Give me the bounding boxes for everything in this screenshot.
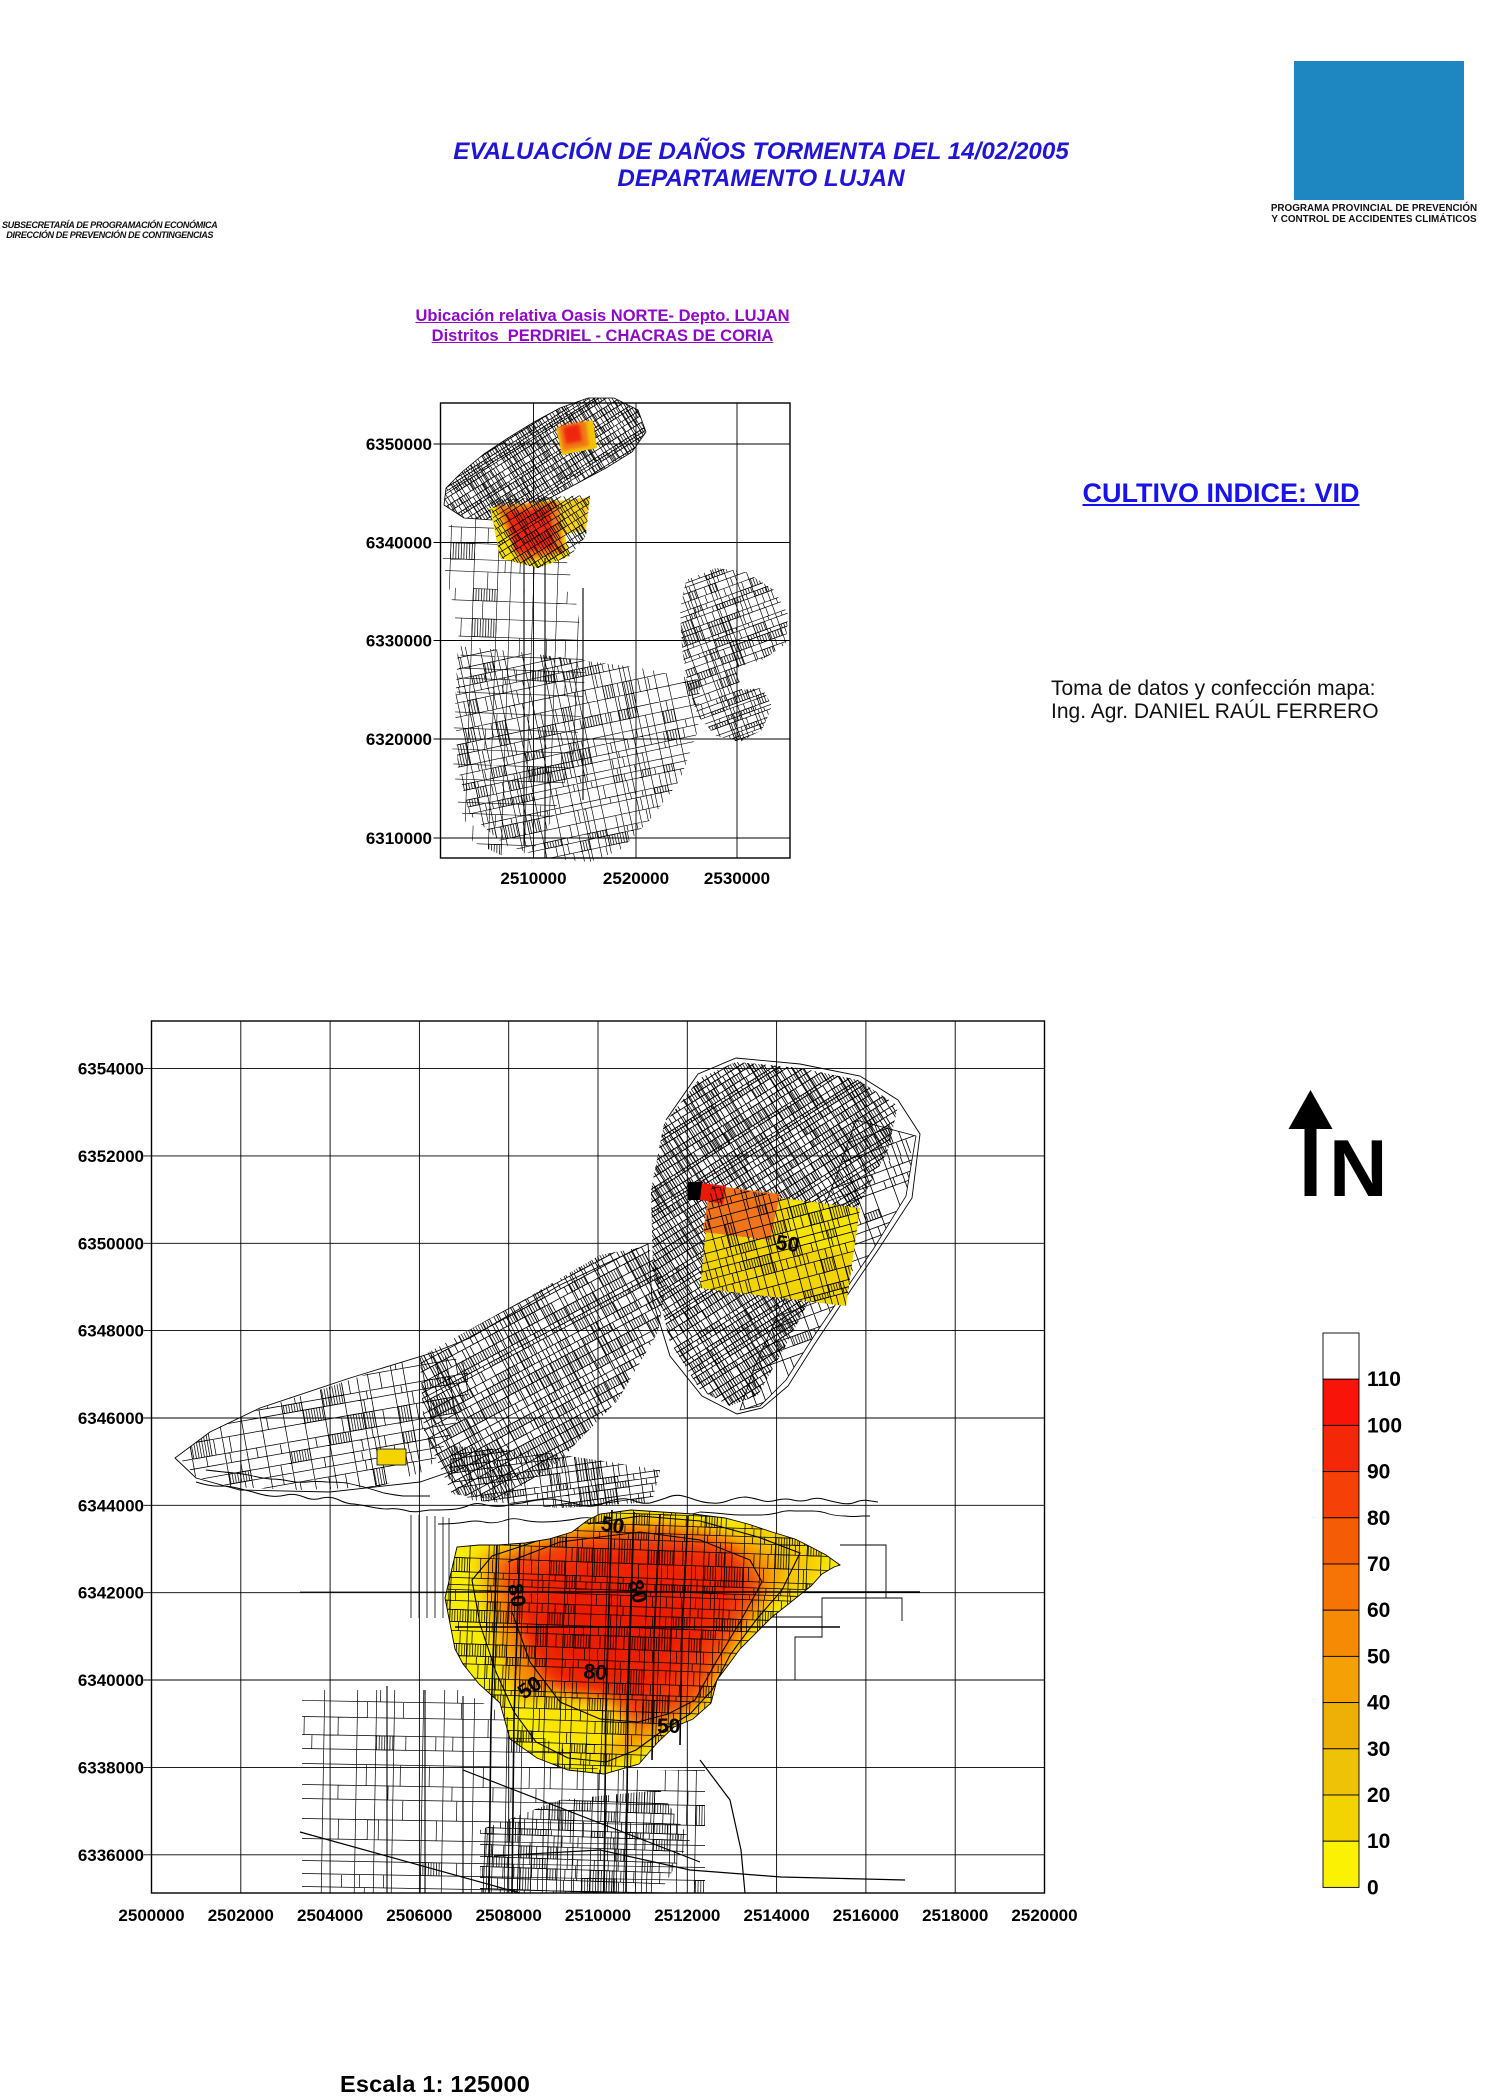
svg-text:2514000: 2514000 [744,1906,810,1925]
svg-text:20: 20 [1367,1784,1390,1807]
svg-text:2516000: 2516000 [833,1906,899,1925]
svg-text:6330000: 6330000 [366,632,432,651]
svg-text:30: 30 [1367,1738,1390,1761]
svg-text:6342000: 6342000 [78,1584,144,1603]
svg-text:40: 40 [1367,1692,1390,1715]
svg-text:6336000: 6336000 [78,1846,144,1865]
svg-text:2520000: 2520000 [1011,1906,1077,1925]
svg-text:2510000: 2510000 [565,1906,631,1925]
svg-text:2518000: 2518000 [922,1906,988,1925]
svg-text:6348000: 6348000 [78,1322,144,1341]
svg-text:2506000: 2506000 [386,1906,452,1925]
svg-text:2508000: 2508000 [476,1906,542,1925]
svg-text:6320000: 6320000 [366,730,432,749]
svg-text:80: 80 [1367,1507,1390,1530]
svg-text:70: 70 [1367,1553,1390,1576]
svg-text:6310000: 6310000 [366,829,432,848]
svg-text:50: 50 [774,1231,800,1257]
svg-text:6340000: 6340000 [366,534,432,553]
svg-text:90: 90 [1367,1461,1390,1484]
svg-text:6340000: 6340000 [78,1671,144,1690]
svg-text:6352000: 6352000 [78,1147,144,1166]
svg-text:6338000: 6338000 [78,1758,144,1777]
svg-text:50: 50 [657,1715,680,1738]
svg-text:10: 10 [1367,1830,1390,1853]
svg-text:2520000: 2520000 [603,869,669,888]
svg-text:6350000: 6350000 [78,1234,144,1253]
svg-text:N: N [1329,1124,1388,1214]
svg-text:6354000: 6354000 [78,1060,144,1079]
svg-text:6344000: 6344000 [78,1496,144,1515]
svg-text:2500000: 2500000 [118,1906,184,1925]
svg-text:50: 50 [599,1512,626,1539]
svg-text:110: 110 [1367,1368,1401,1391]
svg-text:80: 80 [503,1582,530,1609]
svg-text:50: 50 [1367,1645,1390,1668]
svg-text:60: 60 [1367,1599,1390,1622]
svg-text:2510000: 2510000 [500,869,566,888]
svg-text:0: 0 [1367,1876,1379,1899]
svg-text:2502000: 2502000 [208,1906,274,1925]
svg-text:100: 100 [1367,1414,1402,1437]
svg-text:2512000: 2512000 [654,1906,720,1925]
svg-text:6346000: 6346000 [78,1409,144,1428]
svg-text:2530000: 2530000 [704,869,770,888]
svg-text:6350000: 6350000 [366,435,432,454]
svg-text:2504000: 2504000 [297,1906,363,1925]
svg-text:80: 80 [583,1660,608,1685]
